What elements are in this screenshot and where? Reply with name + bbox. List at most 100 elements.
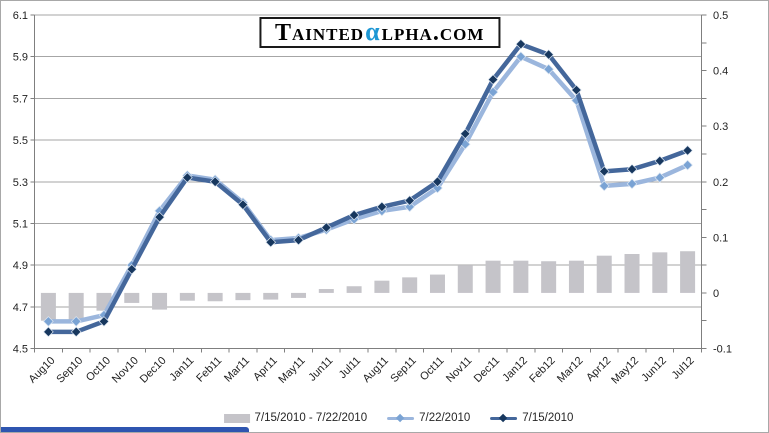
x-axis-label: Sep11 <box>388 355 418 385</box>
dark-diamond-marker <box>126 263 138 275</box>
light-diamond-marker <box>515 51 527 62</box>
x-axis-label: Mar11 <box>222 355 252 385</box>
light-diamond-marker <box>682 159 693 171</box>
left-axis-label: 5.7 <box>13 93 28 105</box>
difference-bar <box>263 292 279 300</box>
dark-diamond-marker <box>321 222 332 233</box>
difference-bar <box>680 251 696 293</box>
dark-diamond-marker <box>654 155 666 167</box>
site-logo: Taintedαlpha.com <box>258 17 501 48</box>
difference-bar <box>652 252 668 293</box>
x-axis-label: May11 <box>276 355 307 386</box>
light-diamond-marker <box>70 316 82 327</box>
difference-bar <box>457 265 473 293</box>
left-axis-label: 5.9 <box>13 52 28 64</box>
x-axis-label: Nov10 <box>110 355 141 386</box>
difference-bar <box>179 292 195 301</box>
left-axis-label: 4.9 <box>13 260 28 272</box>
left-axis-label: 5.5 <box>13 135 28 147</box>
x-axis-label: Apr11 <box>251 355 280 384</box>
x-axis-label: Jul12 <box>670 355 697 382</box>
x-axis-label: Dec11 <box>472 355 502 385</box>
dark-diamond-marker <box>459 128 471 140</box>
logo-alpha-glyph: α <box>365 17 381 46</box>
dark-diamond-marker <box>376 201 388 213</box>
right-axis-label: 0.5 <box>713 10 728 22</box>
left-axis-label: 4.5 <box>13 344 28 356</box>
x-axis-label: Oct10 <box>84 355 113 384</box>
difference-bar <box>207 292 223 302</box>
x-axis-label: Aug10 <box>27 355 58 386</box>
difference-bar <box>318 289 334 293</box>
dark-diamond-marker <box>154 211 165 223</box>
x-axis-label: Jan12 <box>500 355 530 385</box>
light-diamond-marker <box>43 316 54 327</box>
difference-bar <box>485 260 501 293</box>
dark-diamond-marker <box>432 176 443 188</box>
difference-bar <box>40 292 56 321</box>
right-axis-label: 0.3 <box>713 121 728 133</box>
x-axis-label: Jul11 <box>337 355 364 382</box>
dark-diamond-marker <box>348 209 360 221</box>
right-axis-label: -0.1 <box>713 344 732 356</box>
difference-bar <box>596 255 612 293</box>
legend-item-0722: 7/22/2010 <box>387 412 470 424</box>
difference-bar <box>346 286 362 293</box>
difference-bar <box>541 261 557 293</box>
right-axis-label: 0.4 <box>713 66 728 78</box>
logo-text-prefix: Tainted <box>274 20 365 46</box>
dark-line-swatch <box>490 413 518 423</box>
difference-bar <box>291 292 307 298</box>
dark-diamond-icon <box>499 413 508 422</box>
difference-bar <box>68 292 84 321</box>
difference-bar <box>568 260 584 293</box>
dark-diamond-marker <box>626 163 638 175</box>
bar-series-swatch <box>223 413 250 423</box>
x-axis-label: Feb12 <box>527 355 558 386</box>
dark-diamond-marker <box>43 326 54 338</box>
window-edge-fragment <box>1 427 249 432</box>
difference-bar <box>152 292 168 310</box>
x-axis-label: Jun11 <box>306 355 335 384</box>
x-axis-label: May12 <box>609 355 641 387</box>
x-axis-label: Feb11 <box>194 355 224 385</box>
light-diamond-marker <box>654 172 666 183</box>
light-line-swatch <box>387 413 415 423</box>
x-axis-label: Nov11 <box>444 355 474 385</box>
x-axis-label: Mar12 <box>555 355 586 386</box>
chart-legend: 7/15/2010 - 7/22/2010 7/22/2010 7/15/201… <box>223 412 574 424</box>
x-axis-label: Aug11 <box>361 355 391 385</box>
right-axis-label: 0.1 <box>713 232 728 244</box>
x-axis-label: Apr12 <box>584 355 613 384</box>
difference-bar <box>513 260 529 293</box>
dark-diamond-marker <box>598 166 610 177</box>
legend-item-difference: 7/15/2010 - 7/22/2010 <box>223 412 368 424</box>
left-axis-label: 6.1 <box>13 10 28 22</box>
dark-diamond-marker <box>209 176 221 188</box>
difference-bar <box>124 292 140 303</box>
legend-label-0722: 7/22/2010 <box>419 412 471 424</box>
x-axis-label: Jan11 <box>167 355 196 384</box>
dark-diamond-marker <box>293 234 304 246</box>
dark-diamond-marker <box>543 49 554 60</box>
dark-diamond-marker <box>571 84 582 96</box>
x-axis-label: Oct11 <box>418 355 447 384</box>
dark-diamond-marker <box>98 316 110 327</box>
dark-diamond-marker <box>237 199 249 210</box>
legend-label-difference: 7/15/2010 - 7/22/2010 <box>254 412 368 424</box>
left-axis-label: 5.3 <box>13 177 28 189</box>
dark-diamond-marker <box>404 195 415 206</box>
line-series-0722 <box>46 54 690 324</box>
right-axis-label: 0.2 <box>713 177 728 189</box>
left-axis-label: 5.1 <box>13 218 28 230</box>
legend-item-0715: 7/15/2010 <box>490 412 573 424</box>
light-diamond-icon <box>395 413 405 422</box>
x-axis-label: Dec10 <box>138 355 169 386</box>
light-diamond-marker <box>487 86 499 98</box>
dark-diamond-marker <box>265 236 277 248</box>
line-series-0715 <box>46 41 690 335</box>
right-axis-label: 0 <box>713 288 719 300</box>
difference-bar <box>402 277 418 293</box>
